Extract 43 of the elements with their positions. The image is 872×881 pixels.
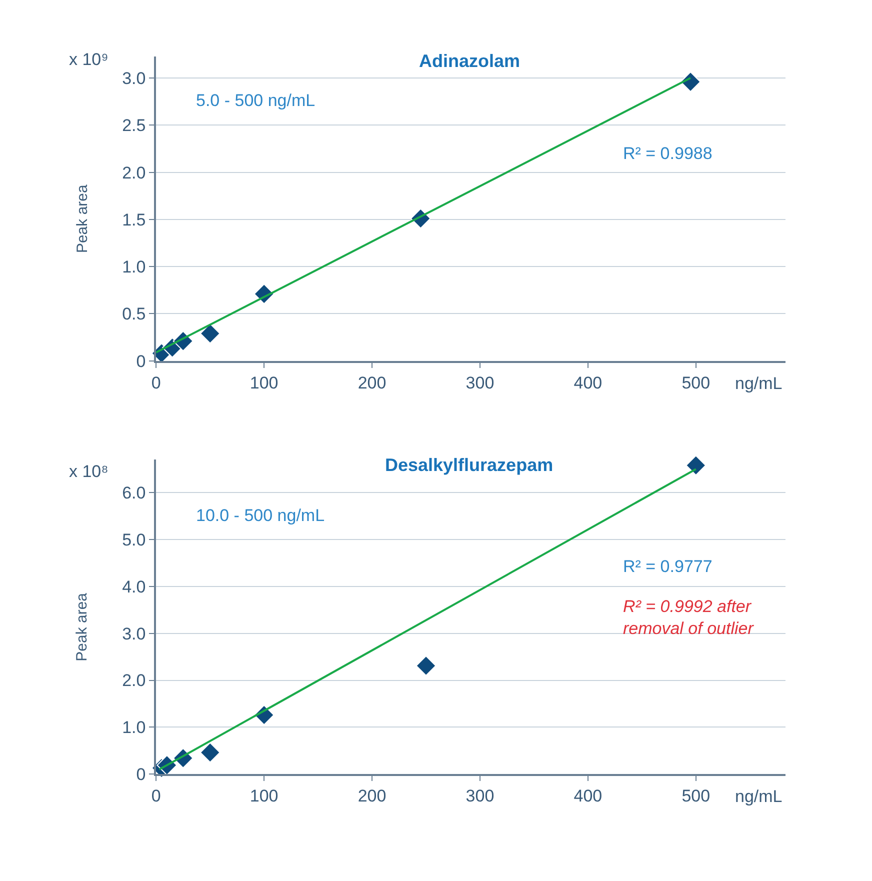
x-tick-label: 500 xyxy=(682,786,710,806)
x-axis-title: ng/mL xyxy=(735,787,782,806)
y-tick-label: 2.5 xyxy=(122,116,146,136)
y-tick-label: 2.0 xyxy=(122,671,146,690)
y-tick-label: 3.0 xyxy=(122,68,146,88)
y-tick-label: 6.0 xyxy=(122,484,146,503)
annotation: R² = 0.9988 xyxy=(623,144,712,163)
x-tick-label: 100 xyxy=(250,373,278,392)
x-tick-label: 400 xyxy=(574,373,602,392)
y-tick-label: 2.0 xyxy=(122,163,146,182)
text: x 10⁹ xyxy=(69,50,108,69)
y-tick-label: 4.0 xyxy=(122,577,146,596)
point xyxy=(200,742,220,763)
x-tick-label: 200 xyxy=(358,373,386,392)
chart-title: Adinazolam xyxy=(419,51,520,71)
text: x 10⁸ xyxy=(69,462,108,481)
y-tick-label: 5.0 xyxy=(122,530,146,550)
x-tick-label: 0 xyxy=(151,373,161,392)
x-tick-label: 200 xyxy=(358,786,386,806)
x-axis-title: ng/mL xyxy=(735,374,782,393)
y-axis-title: Peak area xyxy=(74,184,92,254)
point xyxy=(200,323,220,344)
annotation: 5.0 - 500 ng/mL xyxy=(196,91,316,110)
chart-title: Desalkylflurazepam xyxy=(385,455,554,475)
x-tick-label: 400 xyxy=(574,786,602,806)
y-tick-label: 1.5 xyxy=(122,210,146,230)
x-tick-label: 100 xyxy=(250,786,278,806)
x-tick-label: 300 xyxy=(466,786,494,806)
x-tick-label: 500 xyxy=(682,373,710,392)
x-tick-label: 0 xyxy=(151,786,161,806)
y-tick-label: 1.0 xyxy=(122,258,146,277)
point xyxy=(416,655,436,676)
y-axis-title: Peak area xyxy=(74,592,91,662)
y-tick-label: 3.0 xyxy=(122,624,146,644)
annotation: 10.0 - 500 ng/mL xyxy=(196,506,325,525)
annotation: R² = 0.9777 xyxy=(623,557,712,576)
x-tick-label: 300 xyxy=(466,373,494,392)
y-tick-label: 1.0 xyxy=(122,718,146,738)
y-tick-label: 0 xyxy=(136,765,146,784)
y-tick-label: 0.5 xyxy=(122,304,146,324)
point xyxy=(686,455,706,476)
y-tick-label: 0 xyxy=(136,352,146,371)
annotation: R² = 0.9992 after removal of outlier xyxy=(623,597,755,638)
